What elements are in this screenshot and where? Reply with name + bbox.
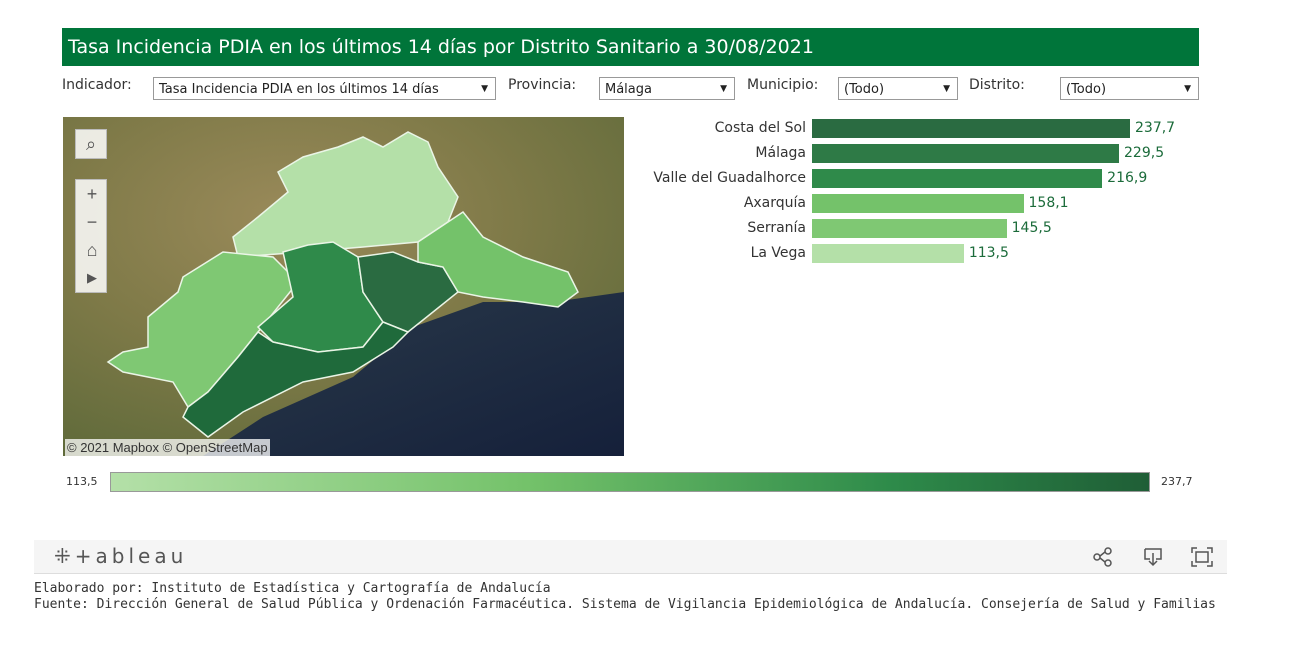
- district-serrania[interactable]: [106, 251, 300, 409]
- legend-min-value: 113,5: [66, 475, 98, 488]
- zoom-controls: + − ⌂ ▶: [75, 179, 107, 293]
- bar[interactable]: [812, 219, 1007, 238]
- bar-value-label: 237,7: [1135, 120, 1176, 136]
- district-costa-del-sol[interactable]: [182, 321, 410, 438]
- bar-value-label: 158,1: [1028, 195, 1069, 211]
- bar-value-label: 113,5: [968, 245, 1009, 261]
- tableau-logo-text: +ableau: [74, 544, 188, 568]
- chevron-down-icon: ▼: [1184, 84, 1191, 94]
- bar[interactable]: [812, 244, 964, 263]
- fullscreen-icon[interactable]: [1189, 545, 1215, 569]
- legend-max-value: 237,7: [1161, 475, 1193, 488]
- distrito-value: (Todo): [1066, 82, 1107, 97]
- indicador-label: Indicador:: [62, 77, 132, 93]
- district-malaga[interactable]: [357, 251, 459, 333]
- color-legend: [110, 472, 1150, 492]
- provincia-value: Málaga: [605, 82, 652, 97]
- provincia-select[interactable]: Málaga ▼: [599, 77, 735, 100]
- bar-value-label: 229,5: [1124, 145, 1165, 161]
- chevron-down-icon: ▼: [481, 84, 488, 94]
- zoom-out-icon[interactable]: −: [86, 211, 98, 232]
- download-icon[interactable]: [1141, 545, 1165, 569]
- map-attribution[interactable]: © 2021 Mapbox © OpenStreetMap: [65, 439, 270, 456]
- bar[interactable]: [812, 169, 1103, 188]
- zoom-in-icon[interactable]: +: [86, 183, 98, 204]
- share-icon[interactable]: [1091, 545, 1115, 569]
- bar-label: Costa del Sol: [714, 120, 806, 136]
- bar-value-label: 145,5: [1011, 220, 1052, 236]
- home-icon[interactable]: ⌂: [86, 239, 98, 260]
- bar-label: Málaga: [755, 145, 806, 161]
- district-axarquia[interactable]: [417, 210, 579, 308]
- distrito-label: Distrito:: [969, 77, 1025, 93]
- search-icon[interactable]: ⌕: [75, 129, 107, 159]
- municipio-value: (Todo): [844, 82, 885, 97]
- indicador-value: Tasa Incidencia PDIA en los últimos 14 d…: [159, 82, 439, 97]
- district-la-vega[interactable]: [232, 131, 459, 258]
- indicador-select[interactable]: Tasa Incidencia PDIA en los últimos 14 d…: [153, 77, 496, 100]
- chevron-down-icon: ▼: [720, 84, 727, 94]
- tableau-logo[interactable]: ⁜+ableau: [54, 544, 188, 568]
- bar[interactable]: [812, 144, 1120, 163]
- chevron-down-icon: ▼: [943, 84, 950, 94]
- bar[interactable]: [812, 194, 1024, 213]
- bar-label: Axarquía: [743, 195, 806, 211]
- bar-value-label: 216,9: [1107, 170, 1148, 186]
- municipio-label: Municipio:: [747, 77, 819, 93]
- tableau-toolbar: ⁜+ableau: [34, 540, 1227, 574]
- distrito-select[interactable]: (Todo) ▼: [1060, 77, 1199, 100]
- sea-area: [203, 292, 624, 456]
- credit-elaborado: Elaborado por: Instituto de Estadística …: [34, 581, 551, 596]
- municipio-select[interactable]: (Todo) ▼: [838, 77, 958, 100]
- provincia-label: Provincia:: [508, 77, 577, 93]
- dashboard-title: Tasa Incidencia PDIA en los últimos 14 d…: [62, 28, 1199, 66]
- bar-label: Serranía: [747, 220, 806, 236]
- district-map[interactable]: ⌕ + − ⌂ ▶ © 2021 Mapbox © OpenStreetMap: [63, 117, 624, 456]
- play-icon[interactable]: ▶: [87, 270, 97, 285]
- credit-fuente: Fuente: Dirección General de Salud Públi…: [34, 597, 1216, 612]
- bar[interactable]: [812, 119, 1130, 138]
- bar-label: La Vega: [750, 245, 806, 261]
- bar-label: Valle del Guadalhorce: [653, 170, 806, 186]
- map-canvas[interactable]: [63, 117, 624, 456]
- map-toolbar: ⌕ + − ⌂ ▶: [75, 129, 107, 293]
